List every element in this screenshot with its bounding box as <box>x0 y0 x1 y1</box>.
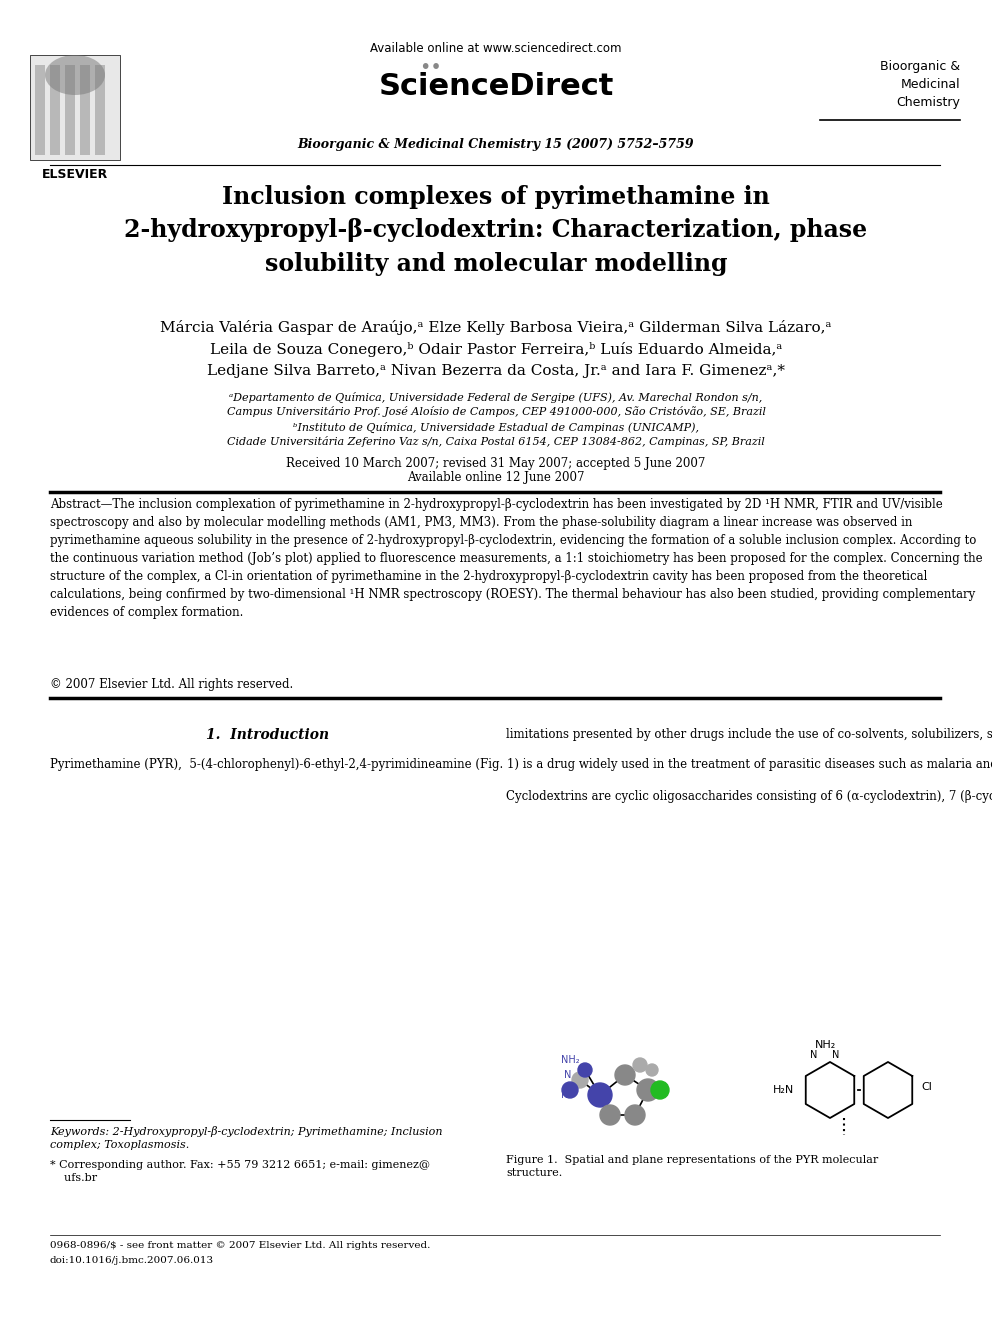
Text: ᵇInstituto de Química, Universidade Estadual de Campinas (UNICAMP),: ᵇInstituto de Química, Universidade Esta… <box>293 422 699 433</box>
Text: Bioorganic &
Medicinal
Chemistry: Bioorganic & Medicinal Chemistry <box>880 60 960 108</box>
Circle shape <box>588 1084 612 1107</box>
Circle shape <box>600 1105 620 1125</box>
Bar <box>50 65 60 155</box>
Text: N: N <box>564 1070 571 1080</box>
Text: Received 10 March 2007; revised 31 May 2007; accepted 5 June 2007: Received 10 March 2007; revised 31 May 2… <box>287 456 705 470</box>
Circle shape <box>651 1081 669 1099</box>
Text: Ledjane Silva Barreto,ᵃ Nivan Bezerra da Costa, Jr.ᵃ and Iara F. Gimenezᵃ,*: Ledjane Silva Barreto,ᵃ Nivan Bezerra da… <box>207 364 785 378</box>
Text: H₂N: H₂N <box>773 1085 794 1095</box>
Circle shape <box>562 1082 578 1098</box>
Text: Cyclodextrins are cyclic oligosaccharides consisting of 6 (α-cyclodextrin), 7 (β: Cyclodextrins are cyclic oligosaccharide… <box>506 790 992 803</box>
Text: * Corresponding author. Fax: +55 79 3212 6651; e-mail: gimenez@
    ufs.br: * Corresponding author. Fax: +55 79 3212… <box>50 1160 430 1183</box>
Text: © 2007 Elsevier Ltd. All rights reserved.: © 2007 Elsevier Ltd. All rights reserved… <box>50 677 294 691</box>
Text: Bioorganic & Medicinal Chemistry 15 (2007) 5752–5759: Bioorganic & Medicinal Chemistry 15 (200… <box>298 138 694 151</box>
Bar <box>80 65 90 155</box>
Text: ELSEVIER: ELSEVIER <box>42 168 108 181</box>
Text: doi:10.1016/j.bmc.2007.06.013: doi:10.1016/j.bmc.2007.06.013 <box>50 1256 214 1265</box>
Text: N: N <box>810 1050 817 1060</box>
Ellipse shape <box>45 56 105 95</box>
Bar <box>65 65 75 155</box>
Text: 0968-0896/$ - see front matter © 2007 Elsevier Ltd. All rights reserved.: 0968-0896/$ - see front matter © 2007 El… <box>50 1241 431 1250</box>
Text: Leila de Souza Conegero,ᵇ Odair Pastor Ferreira,ᵇ Luís Eduardo Almeida,ᵃ: Leila de Souza Conegero,ᵇ Odair Pastor F… <box>210 343 782 357</box>
Text: ScienceDirect: ScienceDirect <box>378 71 614 101</box>
Text: 1.  Introduction: 1. Introduction <box>206 728 329 742</box>
Text: Available online at www.sciencedirect.com: Available online at www.sciencedirect.co… <box>370 42 622 56</box>
FancyBboxPatch shape <box>30 56 120 160</box>
Circle shape <box>615 1065 635 1085</box>
Text: N: N <box>832 1050 839 1060</box>
Text: Inclusion complexes of pyrimethamine in
2-hydroxypropyl-β-cyclodextrin: Characte: Inclusion complexes of pyrimethamine in … <box>124 185 868 277</box>
Circle shape <box>633 1058 647 1072</box>
Circle shape <box>572 1072 588 1088</box>
Text: ᵃDepartamento de Química, Universidade Federal de Sergipe (UFS), Av. Marechal Ro: ᵃDepartamento de Química, Universidade F… <box>229 392 763 404</box>
Text: Cl: Cl <box>921 1082 931 1091</box>
Text: NH₂: NH₂ <box>814 1040 835 1050</box>
Text: NH₂: NH₂ <box>560 1054 579 1065</box>
Circle shape <box>637 1080 659 1101</box>
Circle shape <box>646 1064 658 1076</box>
Text: ••: •• <box>419 58 441 77</box>
Text: Pyrimethamine (PYR),  5-(4-chlorophenyl)-6-ethyl-2,4-pyrimidineamine (Fig. 1) is: Pyrimethamine (PYR), 5-(4-chlorophenyl)-… <box>50 758 992 771</box>
Bar <box>95 65 105 155</box>
Text: Abstract—The inclusion complexation of pyrimethamine in 2-hydroxypropyl-β-cyclod: Abstract—The inclusion complexation of p… <box>50 497 983 619</box>
Text: N: N <box>561 1090 568 1099</box>
Text: Márcia Valéria Gaspar de Araújo,ᵃ Elze Kelly Barbosa Vieira,ᵃ Gilderman Silva Lá: Márcia Valéria Gaspar de Araújo,ᵃ Elze K… <box>161 320 831 335</box>
Circle shape <box>578 1062 592 1077</box>
Text: limitations presented by other drugs include the use of co-solvents, solubilizer: limitations presented by other drugs inc… <box>506 728 992 741</box>
Text: Cidade Universitária Zeferino Vaz s/n, Caixa Postal 6154, CEP 13084-862, Campina: Cidade Universitária Zeferino Vaz s/n, C… <box>227 437 765 447</box>
Text: Campus Universitário Prof. José Aloísio de Campos, CEP 491000-000, São Cristóvão: Campus Universitário Prof. José Aloísio … <box>226 406 766 417</box>
Text: Figure 1.  Spatial and plane representations of the PYR molecular
structure.: Figure 1. Spatial and plane representati… <box>506 1155 878 1179</box>
Circle shape <box>625 1105 645 1125</box>
Text: Available online 12 June 2007: Available online 12 June 2007 <box>408 471 584 484</box>
Bar <box>35 65 45 155</box>
Text: Keywords: 2-Hydroxypropyl-β-cyclodextrin; Pyrimethamine; Inclusion
complex; Toxo: Keywords: 2-Hydroxypropyl-β-cyclodextrin… <box>50 1126 442 1150</box>
